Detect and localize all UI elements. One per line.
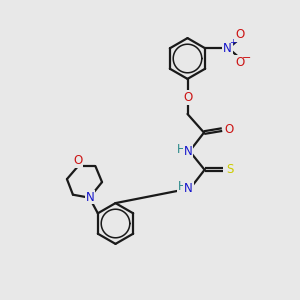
Text: N: N bbox=[184, 145, 193, 158]
Text: O: O bbox=[224, 123, 233, 136]
Text: N: N bbox=[223, 42, 232, 55]
Text: N: N bbox=[86, 190, 94, 204]
Text: H: H bbox=[177, 143, 186, 156]
Text: −: − bbox=[242, 53, 251, 63]
Text: O: O bbox=[235, 28, 244, 41]
Text: +: + bbox=[229, 38, 236, 47]
Text: N: N bbox=[184, 182, 193, 195]
Text: H: H bbox=[177, 180, 186, 194]
Text: O: O bbox=[235, 56, 244, 69]
Text: S: S bbox=[226, 163, 233, 176]
Text: O: O bbox=[183, 91, 192, 104]
Text: O: O bbox=[74, 154, 83, 167]
